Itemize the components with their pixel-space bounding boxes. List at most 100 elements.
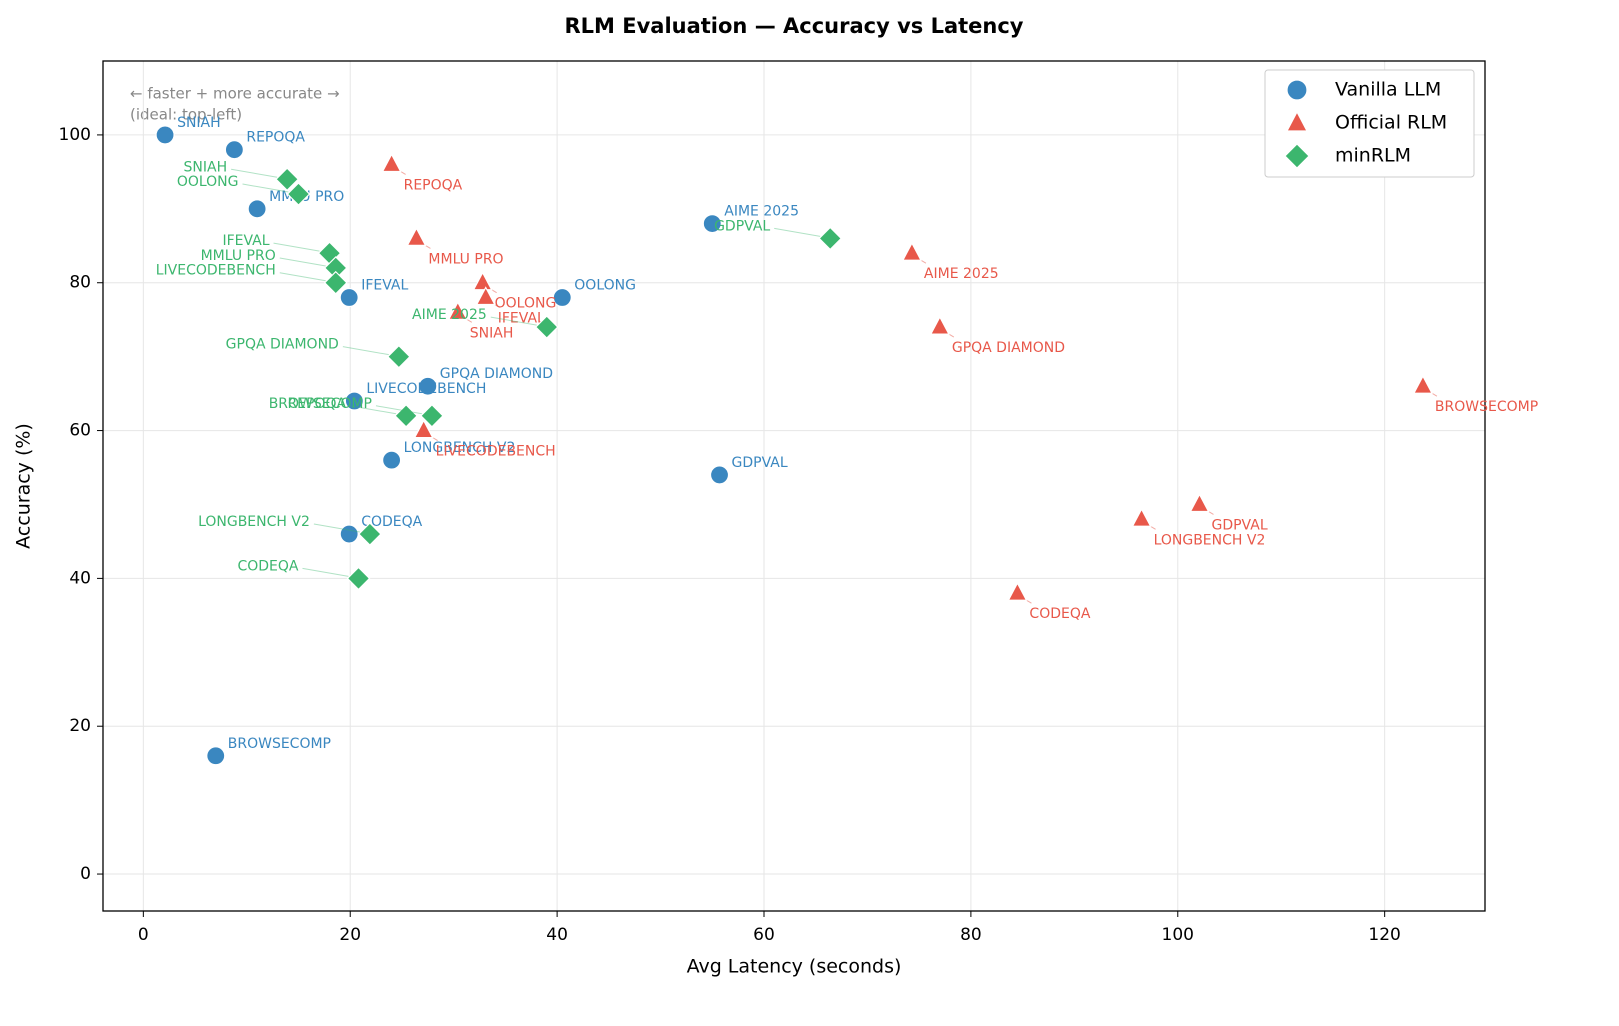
- point-label: REPOQA: [404, 177, 463, 193]
- point-label: SNIAH: [470, 325, 514, 341]
- point: [709, 465, 730, 485]
- point-label: REPOQA: [287, 396, 346, 412]
- y-tick-label: 20: [69, 716, 91, 736]
- point: [534, 315, 559, 339]
- point: [346, 566, 371, 591]
- legend-marker: [1286, 110, 1308, 132]
- point-label: MMLU PRO: [428, 251, 503, 267]
- point: [382, 450, 402, 470]
- point: [247, 199, 267, 219]
- point-label: SNIAH: [184, 159, 228, 175]
- leader-line: [279, 272, 326, 282]
- point-label: LONGBENCH V2: [198, 514, 310, 530]
- y-tick-label: 0: [80, 864, 91, 884]
- leader-line: [375, 405, 423, 415]
- point-label: LONGBENCH V2: [404, 440, 516, 456]
- point-label: GPQA DIAMOND: [952, 340, 1065, 356]
- point: [418, 376, 438, 396]
- x-tick-label: 60: [753, 925, 775, 945]
- point-label: OOLONG: [495, 296, 557, 312]
- point-label: BROWSECOMP: [269, 396, 372, 412]
- point-label: CODEQA: [361, 514, 422, 530]
- point: [472, 271, 493, 291]
- y-tick-label: 60: [69, 421, 91, 441]
- x-tick-label: 80: [960, 925, 982, 945]
- point: [413, 419, 434, 439]
- point: [929, 315, 950, 335]
- point: [447, 301, 468, 320]
- point: [339, 524, 359, 544]
- y-axis-label: Accuracy (%): [13, 423, 35, 549]
- point-label: IFEVAL: [361, 278, 408, 294]
- point-label: CODEQA: [1029, 606, 1090, 622]
- leader-line: [273, 242, 320, 252]
- x-tick-label: 20: [339, 925, 361, 945]
- point-label: GDPVAL: [1211, 517, 1267, 533]
- leader-line: [279, 257, 326, 267]
- point: [1412, 374, 1433, 394]
- point: [552, 287, 572, 308]
- point: [339, 287, 359, 308]
- point: [1189, 493, 1210, 513]
- leader-line: [302, 567, 349, 577]
- point: [286, 182, 311, 206]
- point: [420, 403, 444, 428]
- point-label: IFEVAL: [498, 311, 545, 327]
- point: [475, 286, 496, 306]
- point-label: SNIAH: [177, 115, 221, 131]
- leader-line: [231, 168, 278, 178]
- point-label: AIME 2025: [924, 266, 999, 282]
- x-axis-label: Avg Latency (seconds): [687, 956, 902, 978]
- point-label: BROWSECOMP: [228, 736, 331, 752]
- point-label: LONGBENCH V2: [1154, 532, 1266, 548]
- point: [344, 391, 364, 411]
- point: [224, 140, 244, 160]
- point: [206, 746, 226, 766]
- point: [155, 125, 175, 145]
- point-label: OOLONG: [574, 278, 636, 294]
- leader-line: [342, 346, 389, 356]
- point-label: BROWSECOMP: [1435, 399, 1538, 415]
- point-label: GDPVAL: [732, 455, 788, 471]
- point: [406, 227, 427, 246]
- leader-line: [774, 227, 821, 237]
- point: [275, 167, 299, 192]
- x-tick-label: 40: [546, 925, 568, 945]
- point-label: GPQA DIAMOND: [440, 366, 553, 382]
- annotation: ← faster + more accurate →: [130, 85, 340, 103]
- y-tick-label: 100: [59, 125, 91, 145]
- legend-label: Vanilla LLM: [1335, 79, 1441, 101]
- point-label: AIME 2025: [724, 204, 799, 220]
- point: [386, 344, 411, 369]
- point-label: LIVECODEBENCH: [366, 381, 486, 397]
- legend-box: [1264, 69, 1475, 178]
- leader-line: [490, 316, 537, 326]
- chart-title: RLM Evaluation — Accuracy vs Latency: [564, 14, 1023, 38]
- x-tick-label: 100: [1162, 925, 1194, 945]
- leader-line: [350, 405, 397, 415]
- leader-line: [242, 183, 289, 193]
- point-label: OOLONG: [177, 174, 239, 190]
- plot-frame: [102, 60, 1486, 912]
- legend: Vanilla LLM Official RLM minRLM: [1264, 69, 1475, 178]
- x-tick-label: 120: [1368, 925, 1400, 945]
- point: [1007, 581, 1028, 601]
- point: [358, 522, 382, 546]
- x-tick-label: 0: [138, 925, 149, 945]
- annotation: (ideal: top-left): [130, 106, 242, 124]
- y-tick-label: 80: [69, 273, 91, 293]
- y-tick-label: 40: [69, 568, 91, 588]
- leader-line: [313, 523, 360, 533]
- point-label: IFEVAL: [222, 233, 269, 249]
- point-label: AIME 2025: [412, 307, 487, 323]
- point: [1131, 507, 1152, 527]
- point: [381, 153, 402, 173]
- point-label: GDPVAL: [714, 218, 770, 234]
- point-label: GPQA DIAMOND: [226, 337, 339, 353]
- legend-label: Official RLM: [1335, 112, 1447, 134]
- legend-marker: [1286, 79, 1308, 101]
- point: [702, 214, 722, 234]
- point-label: CODEQA: [237, 558, 298, 574]
- point-label: LIVECODEBENCH: [156, 263, 276, 279]
